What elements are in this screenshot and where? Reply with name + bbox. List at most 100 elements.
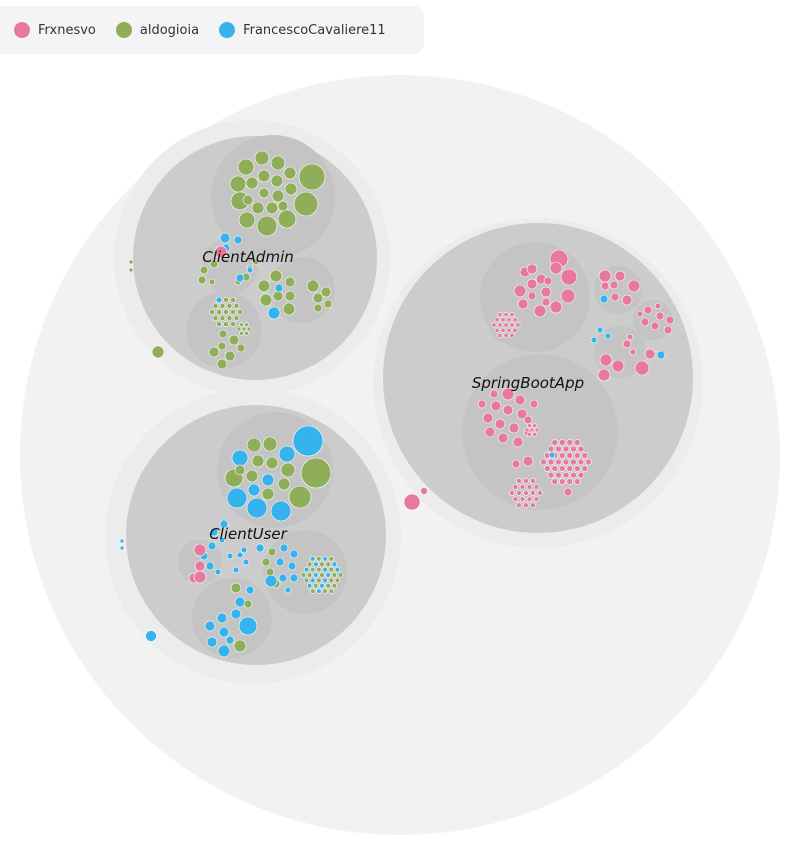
file-circle[interactable] [234,596,246,608]
file-circle[interactable] [267,306,281,320]
file-circle[interactable] [599,353,613,367]
file-circle[interactable] [334,577,341,584]
file-circle[interactable] [233,235,243,245]
file-circle[interactable] [246,266,254,274]
file-circle[interactable] [540,286,552,298]
file-circle[interactable] [519,496,526,502]
file-circle[interactable] [621,294,633,306]
file-circle[interactable] [640,317,650,327]
file-circle[interactable] [512,484,519,490]
file-circle[interactable] [611,359,625,373]
file-circle[interactable] [519,484,526,490]
file-circle[interactable] [322,556,328,562]
file-circle[interactable] [223,309,229,315]
file-circle[interactable] [597,368,611,382]
file-circle[interactable] [526,496,533,502]
file-circle[interactable] [310,588,316,594]
file-circle[interactable] [516,408,528,420]
file-circle[interactable] [209,259,219,269]
file-circle[interactable] [289,573,299,583]
file-circle[interactable] [322,588,328,594]
file-circle[interactable] [292,425,324,457]
file-circle[interactable] [230,296,236,303]
file-circle[interactable] [654,302,662,310]
file-circle[interactable] [537,490,543,496]
file-circle[interactable] [271,189,285,203]
file-circle[interactable] [558,452,566,459]
file-circle[interactable] [284,182,298,196]
file-circle[interactable] [566,452,574,459]
file-circle[interactable] [522,455,534,467]
file-circle[interactable] [530,490,536,496]
file-circle[interactable] [247,483,261,497]
file-circle[interactable] [217,644,231,658]
file-circle[interactable] [293,191,319,217]
file-circle[interactable] [269,269,283,283]
file-circle[interactable] [512,317,518,323]
file-circle[interactable] [523,490,529,496]
file-circle[interactable] [514,394,526,406]
file-circle[interactable] [334,566,341,573]
file-circle[interactable] [310,566,316,573]
file-circle[interactable] [219,519,229,529]
file-circle[interactable] [497,432,509,444]
file-circle[interactable] [530,478,536,484]
file-circle[interactable] [261,487,275,501]
file-circle[interactable] [560,268,578,286]
file-circle[interactable] [502,404,514,416]
file-circle[interactable] [562,458,570,466]
file-circle[interactable] [328,588,334,594]
file-circle[interactable] [243,599,253,609]
file-circle[interactable] [205,561,215,571]
file-circle[interactable] [145,630,157,642]
file-circle[interactable] [629,348,637,356]
file-circle[interactable] [284,290,296,302]
file-circle[interactable] [655,311,665,321]
file-circle[interactable] [506,327,512,333]
file-circle[interactable] [233,303,240,309]
file-circle[interactable] [119,538,125,544]
file-circle[interactable] [265,456,279,470]
file-circle[interactable] [216,358,228,370]
file-circle[interactable] [598,269,612,283]
file-circle[interactable] [558,478,566,485]
file-circle[interactable] [313,303,323,313]
file-circle[interactable] [244,331,249,336]
file-circle[interactable] [403,493,421,511]
file-circle[interactable] [261,473,275,487]
file-circle[interactable] [665,315,675,325]
file-circle[interactable] [563,487,573,497]
file-circle[interactable] [585,458,592,466]
cluster-client-user[interactable]: ClientUser [105,388,401,684]
file-circle[interactable] [252,258,260,266]
file-circle[interactable] [208,346,220,358]
file-circle[interactable] [558,439,566,446]
file-circle[interactable] [209,309,215,315]
legend-item-francescocavaliere11[interactable]: FrancescoCavaliere11 [219,22,386,38]
file-circle[interactable] [264,574,278,588]
file-circle[interactable] [549,261,563,275]
file-circle[interactable] [484,426,496,438]
file-circle[interactable] [523,478,529,484]
file-circle[interactable] [212,315,219,321]
file-circle[interactable] [526,484,533,490]
cluster-client-admin[interactable]: ClientAdmin [114,120,390,396]
file-circle[interactable] [236,326,242,332]
file-circle[interactable] [226,487,248,509]
file-circle[interactable] [497,332,503,338]
file-circle[interactable] [228,334,240,346]
file-circle[interactable] [494,327,500,333]
file-circle[interactable] [313,572,319,578]
file-circle[interactable] [319,583,325,589]
file-circle[interactable] [234,464,246,476]
file-circle[interactable] [257,169,271,183]
file-circle[interactable] [609,280,619,290]
file-circle[interactable] [516,490,522,496]
file-circle[interactable] [543,276,553,286]
file-circle[interactable] [224,350,236,362]
file-circle[interactable] [503,322,509,328]
file-circle[interactable] [230,582,242,594]
file-circle[interactable] [509,312,515,318]
file-circle[interactable] [277,200,289,212]
file-circle[interactable] [562,445,570,453]
